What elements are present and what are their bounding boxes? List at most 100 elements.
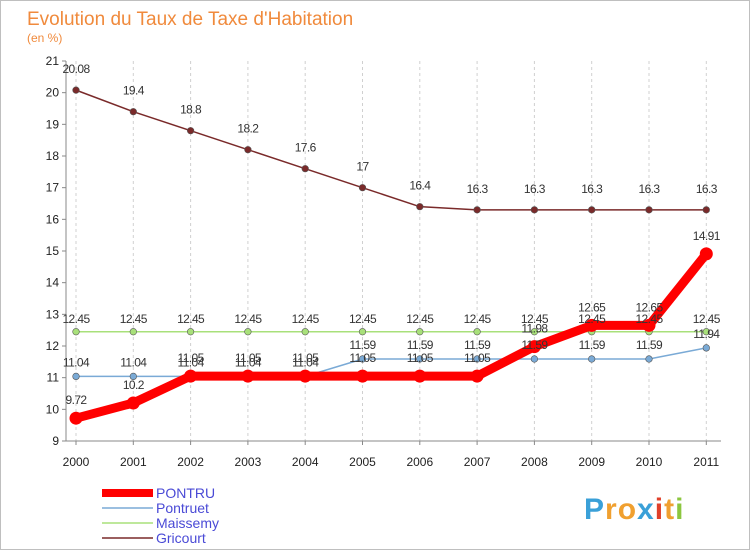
data-label-gricourt: 16.3 bbox=[696, 182, 718, 196]
data-point-gricourt bbox=[187, 127, 195, 135]
legend-label-gricourt: Gricourt bbox=[156, 530, 206, 546]
data-point-pontru bbox=[241, 369, 255, 383]
legend-label-pontru: PONTRU bbox=[156, 485, 215, 501]
data-label-gricourt: 16.3 bbox=[581, 182, 603, 196]
data-point-pontru bbox=[69, 411, 83, 425]
data-point-pontruet bbox=[129, 372, 137, 381]
x-tick-label: 2004 bbox=[292, 455, 319, 469]
data-point-maissemy bbox=[358, 328, 367, 336]
data-label-pontruet: 11.59 bbox=[579, 338, 606, 352]
data-point-maissemy bbox=[702, 328, 710, 336]
data-point-gricourt bbox=[530, 206, 539, 214]
y-tick-label: 14 bbox=[46, 276, 60, 290]
chart-title: Evolution du Taux de Taxe d'Habitation bbox=[27, 9, 353, 30]
logo-letter: i bbox=[675, 493, 684, 526]
data-point-pontru bbox=[527, 340, 541, 354]
data-label-pontru: 10.2 bbox=[123, 378, 145, 392]
y-tick-label: 13 bbox=[46, 307, 60, 321]
data-label-gricourt: 16.3 bbox=[639, 182, 661, 196]
data-label-pontru: 11.05 bbox=[178, 351, 205, 365]
logo-letter: P bbox=[584, 493, 605, 526]
data-label-maissemy: 12.45 bbox=[349, 312, 377, 326]
data-point-maissemy bbox=[129, 328, 137, 336]
x-tick-label: 2003 bbox=[235, 455, 262, 469]
y-tick-label: 16 bbox=[46, 212, 60, 226]
data-label-gricourt: 19.4 bbox=[123, 84, 145, 98]
data-label-pontru: 11.05 bbox=[349, 351, 376, 365]
data-point-maissemy bbox=[530, 328, 539, 336]
data-label-pontru: 12.65 bbox=[635, 300, 663, 314]
data-point-pontru bbox=[699, 247, 713, 261]
x-tick-label: 2006 bbox=[406, 455, 433, 469]
data-point-pontruet bbox=[358, 355, 367, 363]
data-label-pontruet: 11.59 bbox=[521, 338, 548, 352]
data-point-pontru bbox=[470, 369, 484, 383]
logo-letter: i bbox=[655, 493, 664, 526]
data-label-maissemy: 12.45 bbox=[120, 312, 148, 326]
data-label-pontruet: 11.04 bbox=[292, 355, 319, 369]
data-point-pontru bbox=[184, 369, 198, 383]
data-label-gricourt: 16.4 bbox=[409, 179, 431, 193]
data-label-maissemy: 12.45 bbox=[177, 312, 205, 326]
data-label-pontruet: 11.59 bbox=[464, 338, 491, 352]
data-point-gricourt bbox=[473, 206, 481, 214]
y-tick-label: 11 bbox=[47, 371, 60, 385]
x-tick-label: 2001 bbox=[120, 455, 147, 469]
data-label-gricourt: 16.3 bbox=[524, 182, 546, 196]
data-label-pontruet: 11.04 bbox=[63, 355, 90, 369]
logo-letter: o bbox=[618, 493, 637, 526]
series-line-pontru bbox=[71, 249, 711, 423]
data-label-maissemy: 12.45 bbox=[635, 312, 663, 326]
data-point-gricourt bbox=[588, 206, 596, 214]
data-label-pontru: 11.05 bbox=[292, 351, 319, 365]
data-point-gricourt bbox=[244, 146, 252, 154]
data-label-gricourt: 17 bbox=[356, 160, 369, 174]
data-label-pontru: 12.65 bbox=[578, 300, 606, 314]
data-label-pontruet: 11.59 bbox=[349, 338, 376, 352]
y-tick-label: 21 bbox=[46, 54, 60, 68]
data-label-pontru: 11.05 bbox=[464, 351, 491, 365]
proxiti-logo: Proxiti bbox=[584, 493, 684, 526]
data-point-gricourt bbox=[358, 184, 367, 192]
data-label-pontruet: 11.04 bbox=[178, 355, 205, 369]
logo-letter: r bbox=[605, 493, 618, 526]
x-tick-label: 2005 bbox=[349, 455, 376, 469]
chart-subtitle: (en %) bbox=[27, 31, 62, 45]
data-point-gricourt bbox=[72, 86, 80, 94]
data-label-pontru: 11.05 bbox=[235, 351, 262, 365]
data-label-maissemy: 12.45 bbox=[406, 312, 434, 326]
x-tick-label: 2009 bbox=[578, 455, 605, 469]
data-point-pontruet bbox=[530, 355, 539, 363]
data-label-pontruet: 11.04 bbox=[120, 355, 147, 369]
data-point-pontruet bbox=[702, 344, 710, 352]
logo-letter: t bbox=[664, 493, 675, 526]
data-point-pontruet bbox=[588, 355, 596, 363]
logo-letter: x bbox=[637, 493, 655, 526]
series-layer bbox=[69, 86, 713, 425]
data-label-maissemy: 12.45 bbox=[292, 312, 320, 326]
data-label-maissemy: 12.45 bbox=[521, 312, 549, 326]
data-label-pontruet: 11.94 bbox=[693, 327, 720, 341]
data-label-gricourt: 17.6 bbox=[295, 141, 317, 155]
data-point-maissemy bbox=[72, 328, 80, 336]
x-tick-label: 2007 bbox=[464, 455, 491, 469]
y-tick-label: 9 bbox=[52, 434, 59, 448]
x-tick-label: 2000 bbox=[63, 455, 90, 469]
data-point-maissemy bbox=[187, 328, 195, 336]
y-tick-label: 17 bbox=[46, 181, 60, 195]
data-label-gricourt: 16.3 bbox=[467, 182, 489, 196]
data-point-gricourt bbox=[645, 206, 653, 214]
data-label-pontru: 11.05 bbox=[407, 351, 434, 365]
data-label-maissemy: 12.45 bbox=[464, 312, 492, 326]
data-point-maissemy bbox=[473, 328, 481, 336]
data-point-pontruet bbox=[645, 355, 653, 363]
data-point-gricourt bbox=[129, 108, 137, 116]
data-point-pontruet bbox=[473, 355, 481, 363]
data-point-maissemy bbox=[301, 328, 309, 336]
legend-label-pontruet: Pontruet bbox=[156, 500, 209, 516]
data-point-maissemy bbox=[244, 328, 252, 336]
data-label-maissemy: 12.45 bbox=[693, 312, 721, 326]
